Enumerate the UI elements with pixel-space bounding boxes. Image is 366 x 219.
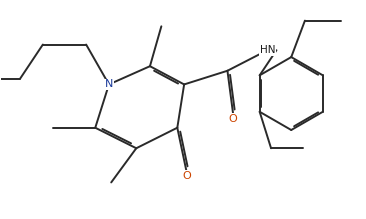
Text: HN: HN [259, 45, 275, 55]
Text: O: O [182, 171, 191, 181]
Text: N: N [105, 79, 113, 89]
Text: O: O [229, 114, 238, 124]
